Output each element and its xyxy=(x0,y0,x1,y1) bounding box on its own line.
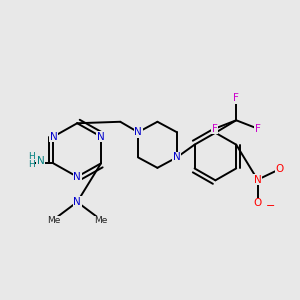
Text: F: F xyxy=(255,124,260,134)
Text: F: F xyxy=(233,93,239,103)
Text: F: F xyxy=(212,124,218,134)
Text: H: H xyxy=(28,160,34,169)
Text: N: N xyxy=(254,175,262,185)
Text: N: N xyxy=(134,127,142,137)
Text: Me: Me xyxy=(94,216,108,225)
Text: N: N xyxy=(73,172,81,182)
Text: N: N xyxy=(37,156,45,166)
Text: O: O xyxy=(254,199,262,208)
Text: H: H xyxy=(28,152,34,161)
Text: N: N xyxy=(173,152,181,162)
Text: O: O xyxy=(275,164,284,174)
Text: N: N xyxy=(50,132,57,142)
Text: Me: Me xyxy=(47,216,60,225)
Text: N: N xyxy=(73,197,81,207)
Text: −: − xyxy=(266,202,276,212)
Text: N: N xyxy=(97,132,105,142)
